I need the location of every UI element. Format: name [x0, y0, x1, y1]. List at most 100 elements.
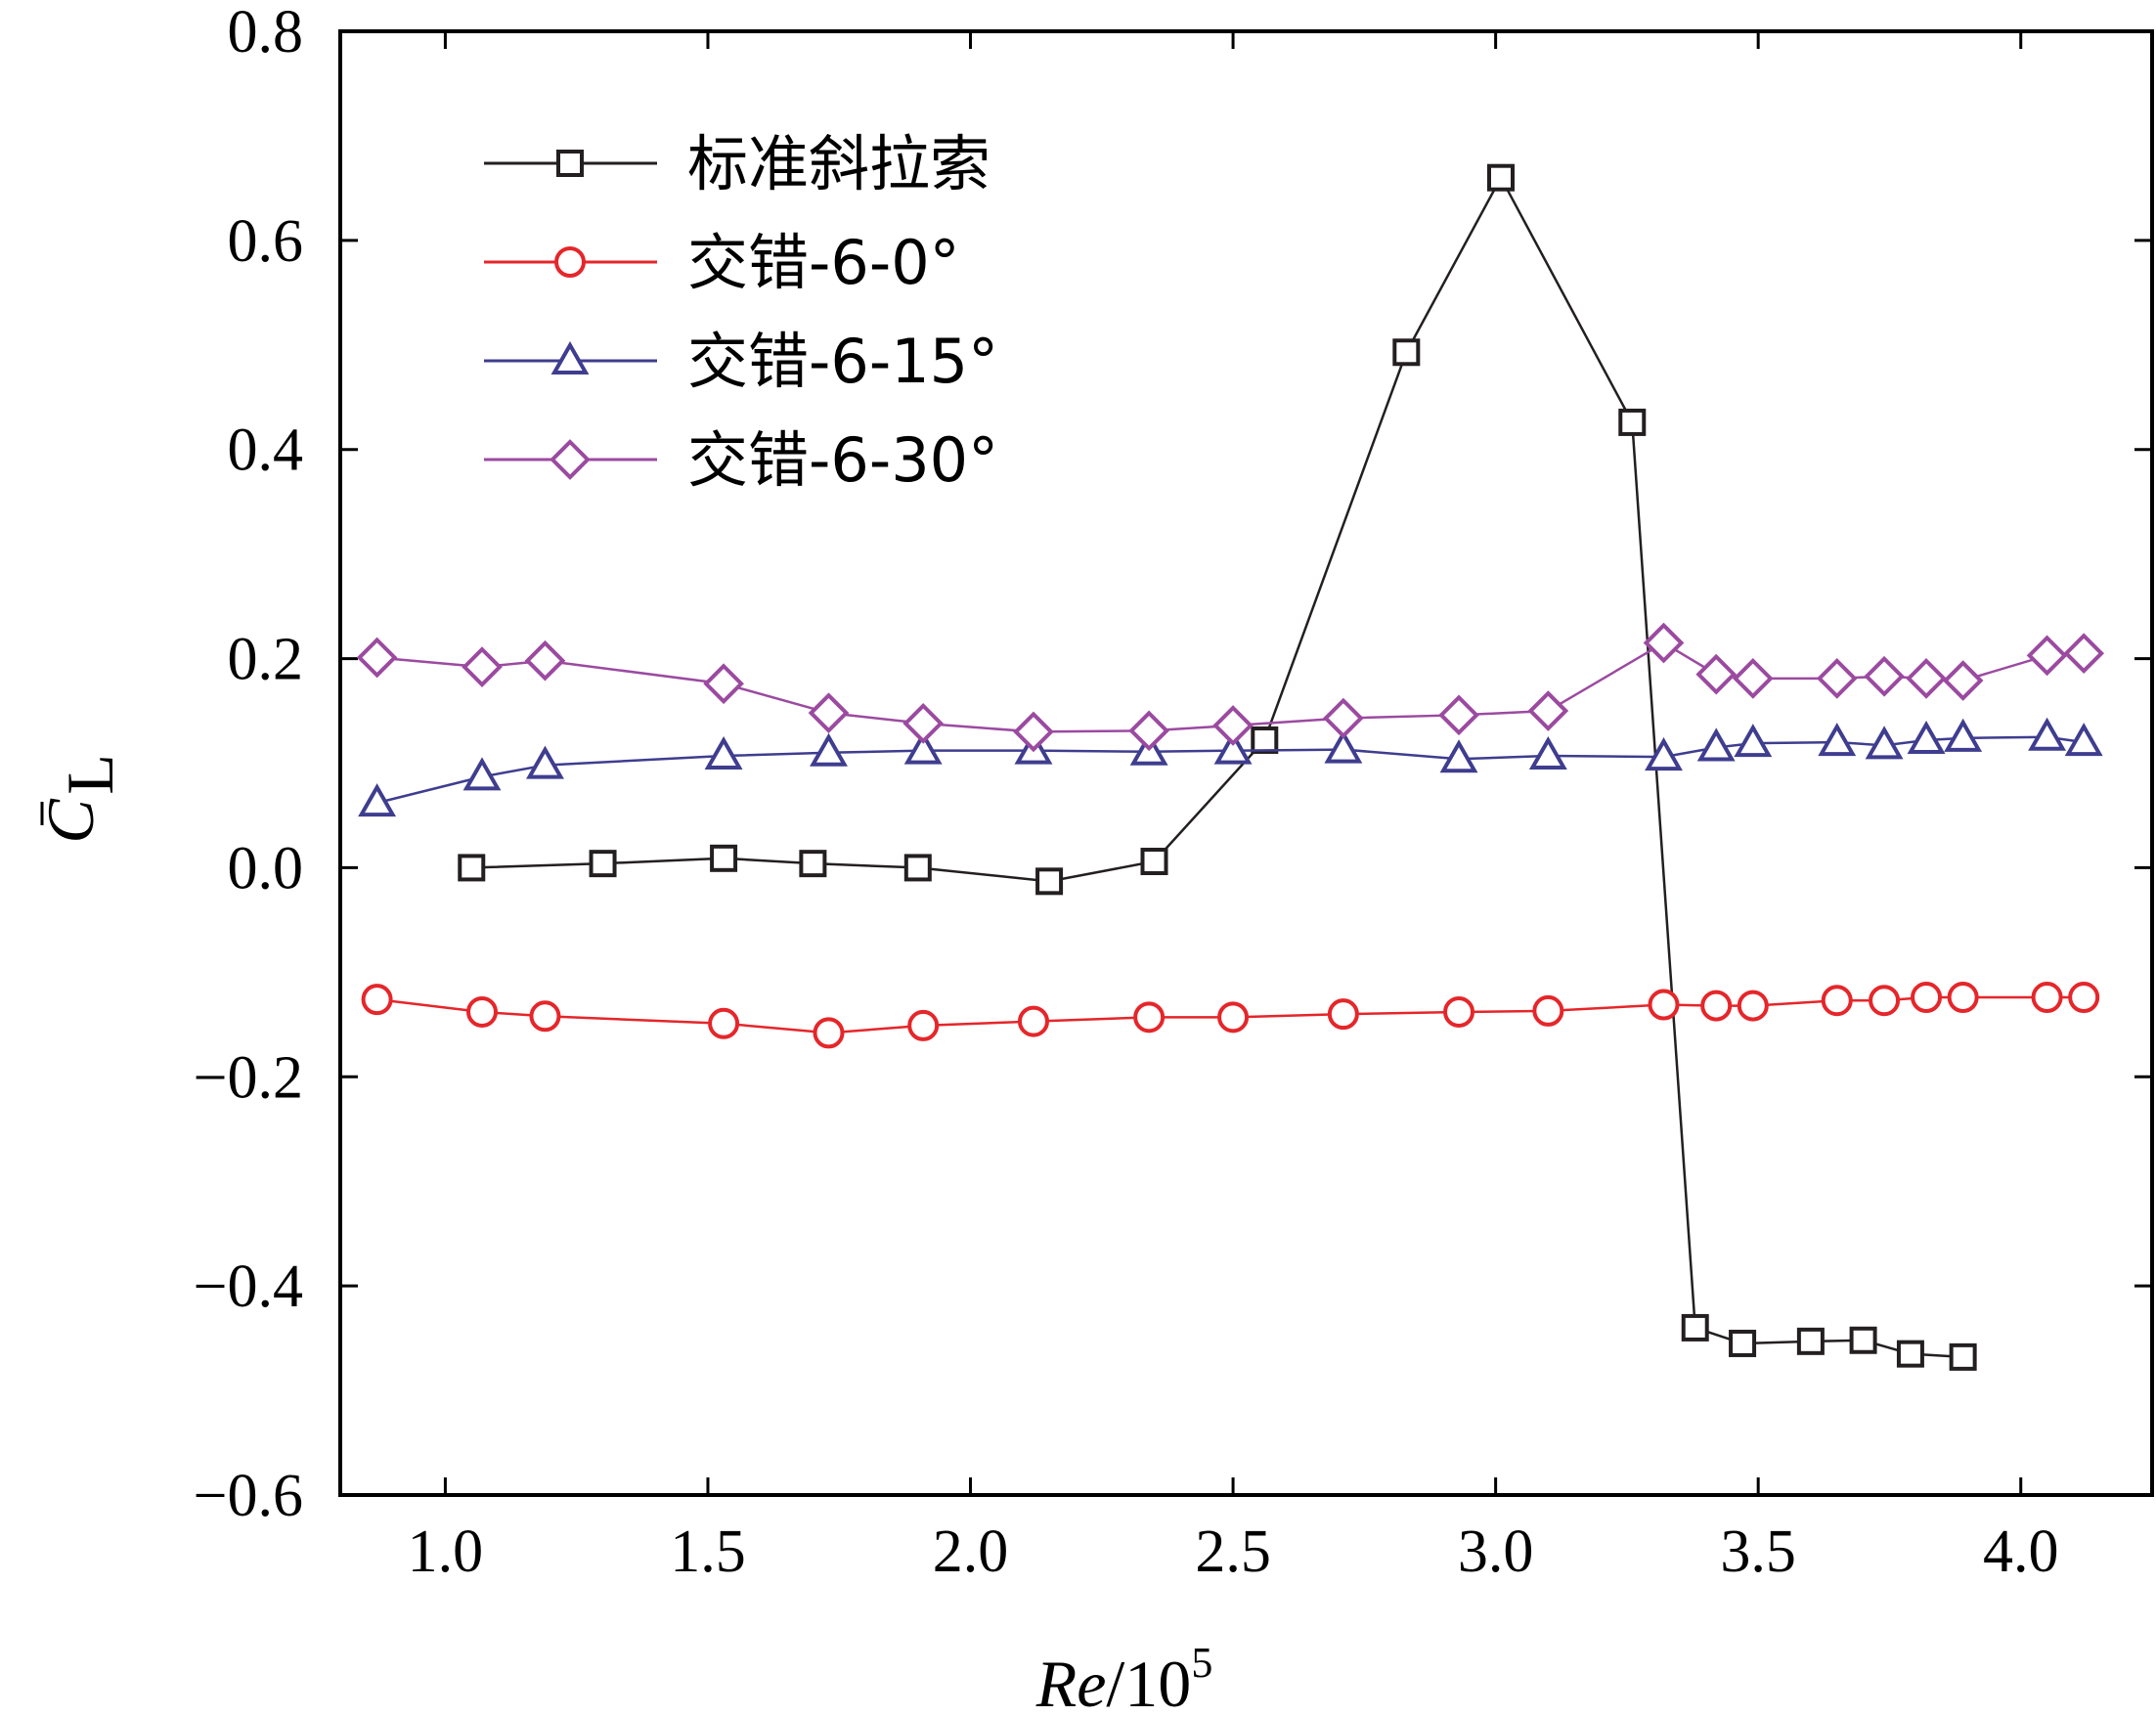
x-tick-label: 3.5	[1720, 1518, 1796, 1585]
data-point	[526, 745, 564, 779]
data-point	[1133, 1001, 1166, 1034]
legend-marker	[556, 150, 584, 177]
data-point	[1324, 729, 1363, 764]
data-point	[1443, 995, 1475, 1028]
x-tick-label: 2.0	[933, 1518, 1009, 1585]
series-1	[361, 982, 2100, 1049]
data-point	[1645, 737, 1683, 771]
series-2	[358, 717, 2103, 817]
data-point	[1323, 697, 1364, 739]
legend-marker	[550, 439, 591, 480]
data-point	[1864, 655, 1905, 697]
data-point	[1942, 660, 1984, 701]
data-point	[1849, 1326, 1877, 1354]
data-point	[1327, 998, 1359, 1031]
data-point	[2026, 635, 2068, 677]
legend-label: 标准斜拉索	[687, 128, 990, 199]
x-axis-title-exponent: 5	[1191, 1639, 1212, 1687]
axis-ticks	[340, 29, 2152, 1497]
y-tick-label: 0.0	[228, 835, 304, 902]
data-point	[358, 783, 397, 817]
data-point	[1528, 735, 1567, 770]
x-tick-label: 4.0	[1983, 1518, 2059, 1585]
legend-label: 交错-6-30°	[687, 424, 998, 496]
data-point	[902, 703, 945, 744]
x-tick-label: 2.5	[1195, 1518, 1271, 1585]
data-point	[903, 730, 943, 765]
y-axis-title: C L	[33, 754, 127, 843]
data-point	[708, 1007, 740, 1039]
x-tick-label: 3.0	[1458, 1518, 1534, 1585]
data-point	[704, 735, 743, 770]
data-point	[1944, 718, 1983, 752]
data-point	[1906, 658, 1947, 699]
x-tick-label: 1.5	[670, 1518, 746, 1585]
data-point	[1911, 982, 1943, 1014]
y-axis-title-subscript: L	[53, 754, 127, 795]
data-point	[703, 663, 744, 705]
data-point	[1907, 720, 1946, 754]
data-point	[356, 637, 398, 679]
data-point	[1439, 739, 1478, 773]
data-point	[462, 757, 502, 791]
data-point	[903, 854, 932, 882]
data-point	[1949, 1342, 1977, 1371]
data-point	[524, 639, 566, 682]
data-point	[1217, 1001, 1250, 1034]
y-tick-label: 0.4	[228, 418, 304, 484]
data-point	[1392, 338, 1421, 367]
data-point	[1696, 727, 1736, 762]
data-point	[1869, 985, 1901, 1017]
x-axis-title: Re/105	[1035, 1639, 1213, 1716]
data-point	[1865, 726, 1904, 760]
data-point	[1734, 724, 1773, 758]
y-tick-label: 0.6	[228, 208, 304, 275]
data-point	[1212, 705, 1254, 746]
data-point	[810, 732, 848, 767]
data-point	[529, 1000, 561, 1033]
legend-label: 交错-6-15°	[687, 326, 998, 397]
data-point	[1140, 848, 1168, 876]
data-point	[1013, 711, 1054, 753]
series-0	[458, 163, 1977, 1371]
legend-label: 交错-6-0°	[687, 227, 960, 298]
y-tick-label: 0.8	[228, 0, 304, 66]
data-point	[1532, 994, 1564, 1027]
data-point	[1438, 694, 1479, 736]
tick-labels: 1.0 1.5 2.0 2.5 3.0 3.5 4.0 0.8 0.6 0.4 0.2 0.0 −0.2…	[194, 0, 2059, 1585]
data-point	[1796, 1327, 1825, 1355]
data-point	[907, 1009, 940, 1041]
data-point	[808, 692, 850, 734]
data-point	[1896, 1340, 1924, 1368]
data-point	[1648, 989, 1680, 1021]
data-point	[1816, 658, 1858, 699]
data-point	[1737, 990, 1769, 1022]
data-point	[1251, 726, 1279, 754]
data-point	[1729, 1329, 1757, 1357]
data-point	[1643, 622, 1685, 664]
data-point	[1486, 163, 1515, 192]
data-point	[589, 850, 617, 878]
data-point	[1681, 1313, 1709, 1342]
data-point	[1618, 408, 1647, 436]
y-tick-label: −0.2	[194, 1044, 303, 1111]
series-layer	[356, 163, 2105, 1371]
data-point	[462, 646, 503, 687]
data-point	[2068, 982, 2100, 1014]
data-point	[1128, 710, 1169, 752]
data-point	[458, 854, 486, 882]
data-point	[2028, 717, 2067, 751]
legend-marker	[550, 340, 590, 374]
plot-frame	[338, 29, 2154, 1497]
y-tick-label: −0.6	[194, 1463, 303, 1529]
x-axis-title-base: Re	[1035, 1647, 1107, 1716]
series-3	[356, 622, 2105, 753]
data-point	[2064, 723, 2103, 757]
legend-marker	[554, 246, 586, 278]
data-point	[813, 1017, 845, 1049]
y-tick-label: 0.2	[228, 627, 304, 693]
data-point	[361, 984, 393, 1016]
data-point	[1818, 723, 1857, 757]
